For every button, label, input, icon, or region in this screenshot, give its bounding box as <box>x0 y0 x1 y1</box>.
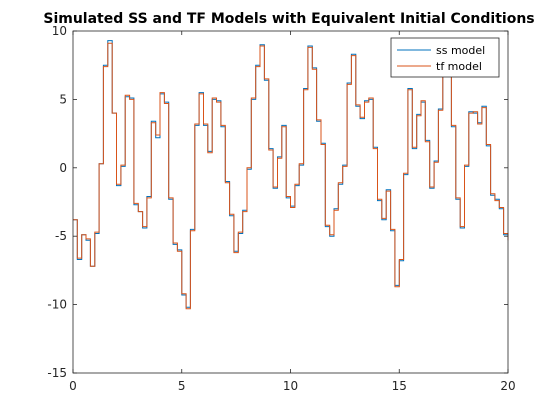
x-axis: 0 5 10 15 20 <box>69 31 516 393</box>
chart-title: Simulated SS and TF Models with Equivale… <box>43 11 534 27</box>
legend-box <box>390 37 500 78</box>
y-axis: 10 5 0 -5 -10 -15 <box>47 24 508 380</box>
legend-label: ss model <box>436 44 485 57</box>
x-tick-label: 15 <box>392 379 407 393</box>
series-layer <box>73 40 509 310</box>
y-tick-label: 10 <box>52 24 67 38</box>
x-tick-label: 5 <box>178 379 186 393</box>
legend-label: tf model <box>436 60 482 73</box>
y-tick-label: -10 <box>47 298 67 312</box>
series-line-tf-model <box>73 42 509 310</box>
y-tick-label: -15 <box>47 366 67 380</box>
y-tick-label: 0 <box>59 161 67 175</box>
y-tick-label: 5 <box>59 92 67 106</box>
x-tick-label: 0 <box>69 379 77 393</box>
x-tick-label: 10 <box>283 379 298 393</box>
x-tick-label: 20 <box>500 379 515 393</box>
legend: ss model tf model <box>390 37 500 78</box>
y-tick-label: -5 <box>55 229 67 243</box>
